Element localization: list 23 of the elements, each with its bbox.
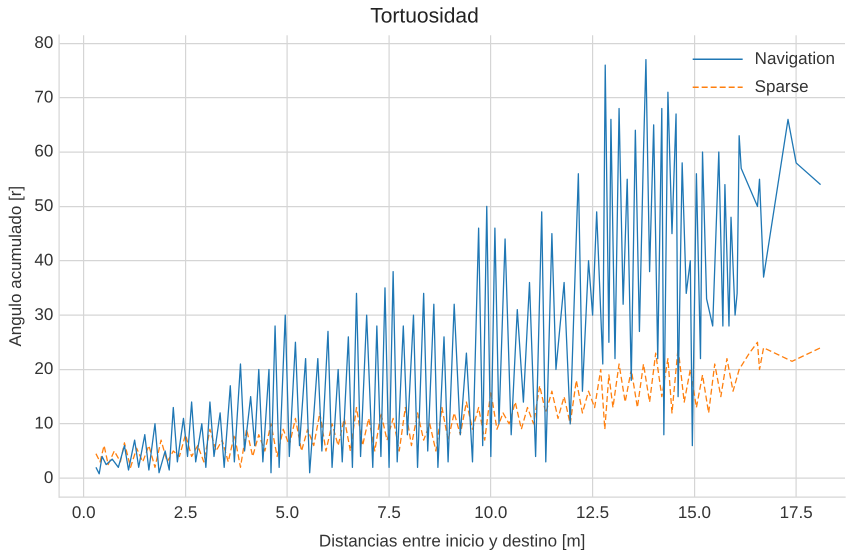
x-tick-label: 0.0 [72, 503, 96, 522]
y-tick-label: 80 [34, 33, 54, 52]
y-tick-label: 10 [34, 414, 54, 433]
legend-label: Sparse [754, 76, 809, 96]
legend-label: Navigation [754, 48, 835, 68]
x-tick-label: 7.5 [377, 503, 401, 522]
y-tick-label: 20 [34, 359, 54, 378]
x-tick-label: 10.0 [474, 503, 508, 522]
y-tick-label: 0 [44, 468, 54, 487]
y-tick-label: 60 [34, 142, 54, 161]
y-tick-label: 40 [34, 250, 54, 270]
y-tick-label: 50 [34, 196, 54, 216]
x-tick-label: 2.5 [174, 503, 198, 522]
x-tick-label: 15.0 [678, 503, 711, 522]
x-tick-label: 12.5 [576, 503, 610, 522]
y-tick-label: 30 [34, 304, 54, 324]
x-axis-title: Distancias entre inicio y destino [m] [318, 531, 586, 550]
x-tick-label: 5.0 [275, 503, 300, 522]
y-axis-title: Angulo acumulado [r] [6, 186, 25, 347]
x-tick-label: 17.5 [780, 503, 813, 522]
chart-title: Tortuosidad [370, 4, 479, 28]
y-tick-label: 70 [34, 87, 54, 106]
line-series [95, 342, 822, 468]
